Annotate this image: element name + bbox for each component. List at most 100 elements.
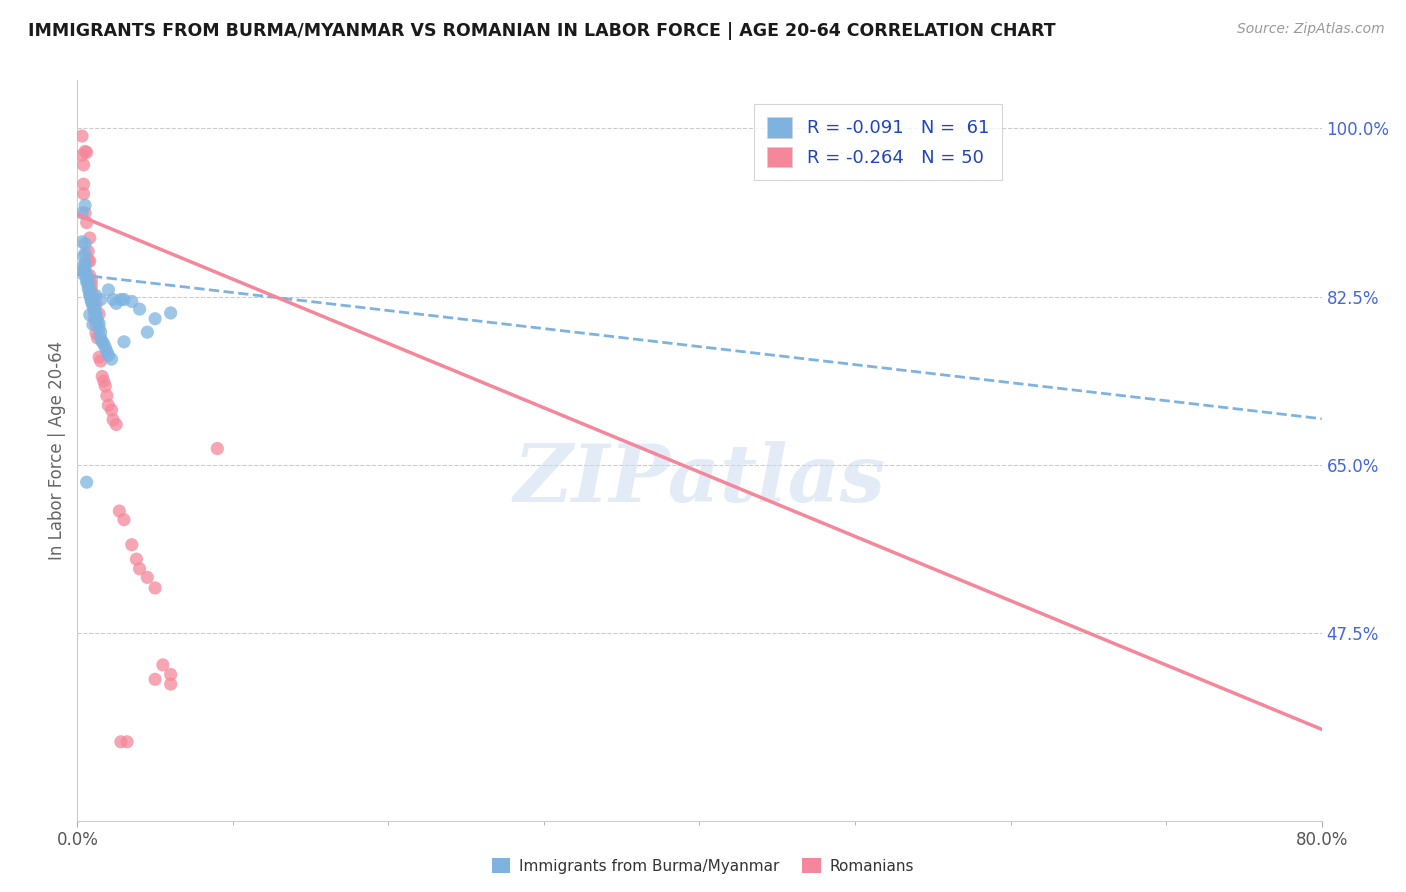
Point [83,306,105,320]
Point [83,311,105,326]
Point [82,318,104,332]
Point [86,313,108,327]
Point [159,306,181,320]
Point [143,581,166,595]
Point [159,667,181,681]
Legend: Immigrants from Burma/Myanmar, Romanians: Immigrants from Burma/Myanmar, Romanians [485,852,921,880]
Point [83,301,105,315]
Point [105,296,128,310]
Point [76,268,98,282]
Point [128,562,150,576]
Point [75,206,97,220]
Point [110,293,132,307]
Point [110,735,132,749]
Point [101,293,124,307]
Point [112,513,135,527]
Point [93,336,115,351]
Point [75,145,97,159]
Point [82,295,104,310]
Point [80,278,103,293]
Point [76,275,98,289]
Point [72,186,94,201]
Point [70,235,93,249]
Point [143,311,166,326]
Point [80,273,103,287]
Point [121,538,143,552]
Point [83,302,105,317]
Point [77,282,100,296]
Point [90,293,112,307]
Point [72,268,94,282]
Point [90,331,112,345]
Point [79,268,101,283]
Point [93,374,115,388]
Point [72,249,94,263]
Text: ZIPatlas: ZIPatlas [513,442,886,519]
Point [121,294,143,309]
Point [84,318,107,332]
Point [97,398,120,412]
Point [70,129,93,144]
Point [86,331,108,345]
Point [84,326,107,340]
Point [115,735,138,749]
Point [101,413,124,427]
Point [84,310,107,324]
Point [84,288,107,302]
Point [72,263,94,277]
Point [79,308,101,322]
Text: Source: ZipAtlas.com: Source: ZipAtlas.com [1237,22,1385,37]
Y-axis label: In Labor Force | Age 20-64: In Labor Force | Age 20-64 [48,341,66,560]
Point [75,260,97,275]
Point [80,283,103,297]
Point [94,341,117,355]
Point [143,673,166,687]
Point [77,275,100,289]
Point [87,317,110,331]
Point [112,293,135,307]
Text: IMMIGRANTS FROM BURMA/MYANMAR VS ROMANIAN IN LABOR FORCE | AGE 20-64 CORRELATION: IMMIGRANTS FROM BURMA/MYANMAR VS ROMANIA… [28,22,1056,40]
Point [84,297,107,311]
Point [76,145,98,160]
Point [136,570,159,584]
Point [75,266,97,280]
Point [84,307,107,321]
Point [72,259,94,273]
Point [87,307,110,321]
Point [207,442,229,456]
Point [128,302,150,317]
Point [70,206,93,220]
Point [91,369,114,384]
Point [72,177,94,191]
Point [79,283,101,297]
Point [152,657,174,672]
Point [75,198,97,212]
Point [105,417,128,432]
Point [94,379,117,393]
Legend: R = -0.091   N =  61, R = -0.264   N = 50: R = -0.091 N = 61, R = -0.264 N = 50 [754,104,1001,180]
Point [76,216,98,230]
Point [87,321,110,335]
Point [100,403,122,417]
Point [87,350,110,364]
Point [83,303,105,318]
Point [80,292,103,306]
Point [108,504,131,518]
Point [75,236,97,251]
Point [75,256,97,270]
Point [136,325,159,339]
Point [77,278,100,293]
Point [76,475,98,490]
Point [79,254,101,268]
Point [97,283,120,297]
Point [82,288,104,302]
Point [77,244,100,259]
Point [91,334,114,349]
Point [96,344,118,359]
Point [80,293,103,307]
Point [77,254,100,268]
Point [75,246,97,260]
Point [90,354,112,368]
Point [125,552,148,566]
Point [82,296,104,310]
